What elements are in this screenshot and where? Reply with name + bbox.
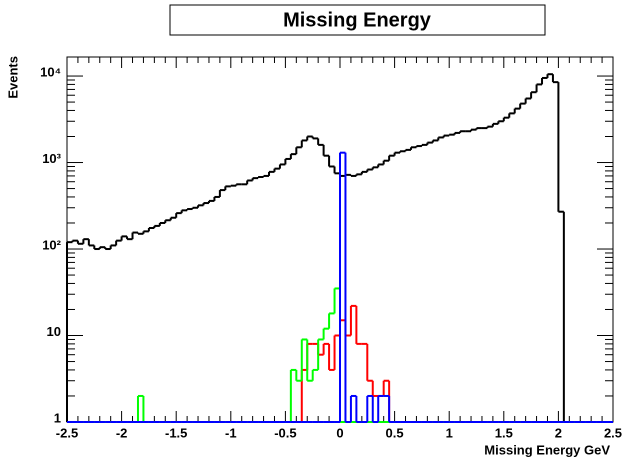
y-tick-label: 10⁴ <box>40 64 61 79</box>
x-tick-label: -0.5 <box>274 425 296 440</box>
x-tick-label: 1 <box>446 425 453 440</box>
x-tick-label: 0.5 <box>386 425 404 440</box>
y-axis-label: Events <box>5 56 20 99</box>
x-tick-label: -1.5 <box>165 425 187 440</box>
x-tick-label: 2 <box>555 425 562 440</box>
y-tick-label: 10³ <box>42 151 61 166</box>
x-tick-label: -1 <box>225 425 237 440</box>
x-axis-label: Missing Energy GeV <box>484 442 610 457</box>
y-tick-label: 10 <box>47 324 61 339</box>
x-tick-label: -2 <box>116 425 128 440</box>
x-tick-label: 1.5 <box>495 425 513 440</box>
chart-title: Missing Energy <box>283 9 432 31</box>
x-tick-label: 2.5 <box>604 425 622 440</box>
x-tick-label: 0 <box>336 425 343 440</box>
title-box <box>169 4 546 36</box>
y-tick-label: 1 <box>54 410 61 425</box>
x-tick-label: -2.5 <box>56 425 78 440</box>
y-tick-label: 10² <box>42 237 61 252</box>
